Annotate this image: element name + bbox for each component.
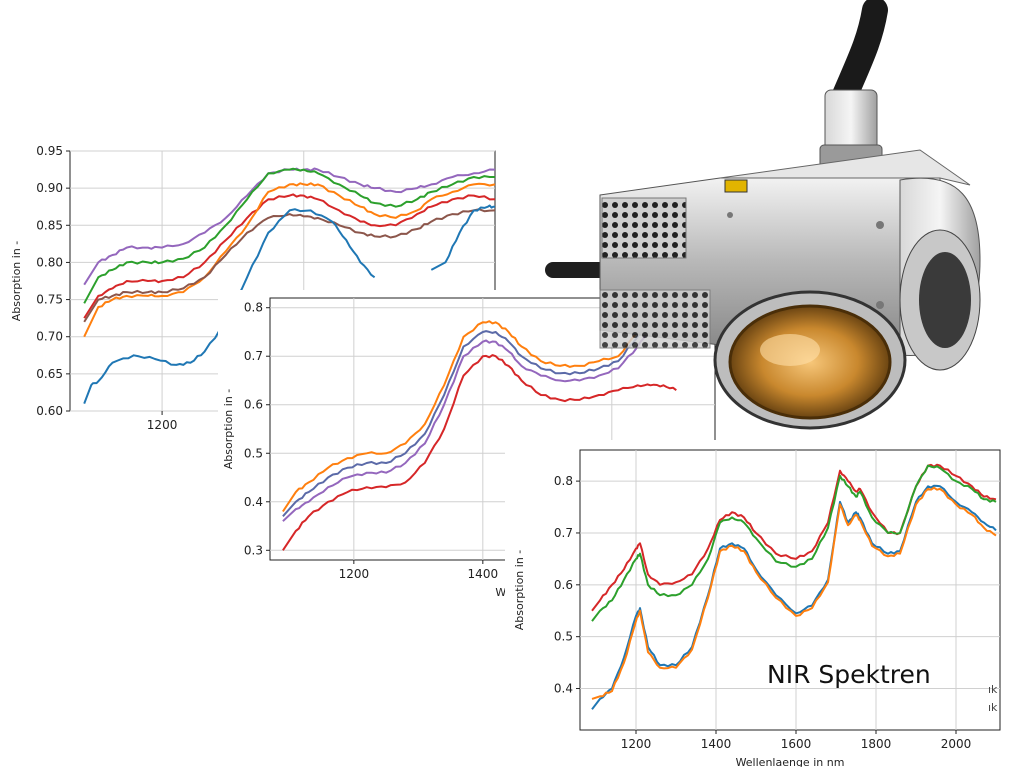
y-tick-label: 0.6 bbox=[554, 578, 573, 592]
series-line-red bbox=[83, 193, 496, 319]
y-tick-label: 0.5 bbox=[554, 630, 573, 644]
y-tick-label: 0.7 bbox=[554, 526, 573, 540]
y-tick-label: 0.95 bbox=[36, 144, 63, 158]
y-tick-label: 0.7 bbox=[244, 349, 263, 363]
y-tick-label: 0.70 bbox=[36, 330, 63, 344]
spectrum-chart-3: 0.4 0.5 0.6 0.7 0.8 1200 1400 1600 1800 2000 Absor… bbox=[505, 440, 1024, 767]
nir-spectra-caption: NIR Spektren bbox=[767, 660, 931, 689]
y-tick-label: 0.8 bbox=[554, 474, 573, 488]
series-line-green bbox=[83, 167, 495, 304]
series-line-red bbox=[282, 354, 677, 551]
y-tick-label: 0.75 bbox=[36, 293, 63, 307]
legend-fragment-2: ık bbox=[988, 701, 998, 714]
x-tick-label: 1400 bbox=[701, 737, 732, 751]
y-tick-label: 0.3 bbox=[244, 543, 263, 557]
y-axis-label: Absorption in - bbox=[222, 389, 235, 470]
x-axis-label: Wellenlaenge in nm bbox=[736, 756, 845, 767]
series-line-purple bbox=[282, 311, 677, 522]
series-line-green bbox=[591, 464, 997, 622]
nir-sensor-head-graphic bbox=[545, 0, 981, 430]
nir-sensor-head-icon bbox=[540, 0, 1024, 440]
x-tick-label: 1200 bbox=[147, 418, 178, 432]
y-tick-label: 0.80 bbox=[36, 255, 63, 269]
x-tick-label: 2000 bbox=[941, 737, 972, 751]
series-line-slate bbox=[282, 301, 677, 517]
legend-fragment-1: ık bbox=[988, 683, 998, 696]
plot-frame bbox=[579, 449, 1001, 731]
y-tick-label: 0.65 bbox=[36, 367, 63, 381]
y-tick-label: 0.4 bbox=[244, 495, 263, 509]
y-tick-label: 0.90 bbox=[36, 181, 63, 195]
x-tick-label: 1600 bbox=[781, 737, 812, 751]
y-tick-label: 0.5 bbox=[244, 446, 263, 460]
y-axis-label: Absorption in - bbox=[513, 550, 526, 631]
x-tick-label: 1800 bbox=[861, 737, 892, 751]
y-tick-label: 0.85 bbox=[36, 218, 63, 232]
spectrum-chart-3-svg: 0.4 0.5 0.6 0.7 0.8 1200 1400 1600 1800 2000 Absor… bbox=[513, 449, 1001, 767]
series-line-orange bbox=[282, 297, 677, 513]
series-line-orange bbox=[83, 182, 496, 338]
x-tick-label: 1400 bbox=[468, 567, 499, 581]
y-tick-label: 0.60 bbox=[36, 404, 63, 418]
y-tick-label: 0.6 bbox=[244, 398, 263, 412]
x-tick-label: 1200 bbox=[621, 737, 652, 751]
y-axis-label: Absorption in - bbox=[10, 241, 23, 322]
x-tick-label: 1200 bbox=[339, 567, 370, 581]
series-line-brown bbox=[83, 208, 496, 323]
y-tick-label: 0.4 bbox=[554, 682, 573, 696]
y-tick-label: 0.8 bbox=[244, 301, 263, 315]
series-line-orange bbox=[591, 486, 997, 700]
